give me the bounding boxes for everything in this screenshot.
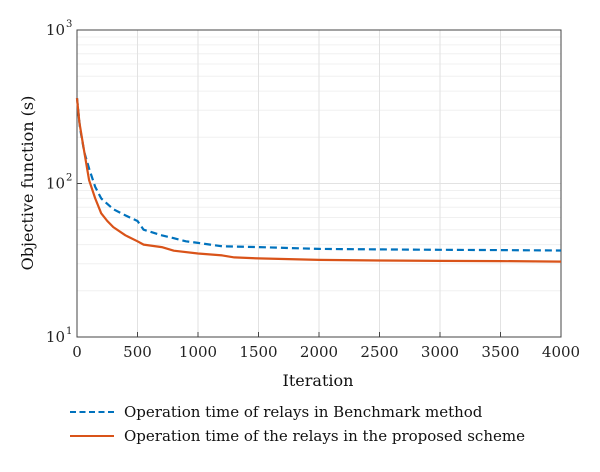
- legend-swatch-benchmark: [70, 411, 114, 413]
- legend-item-proposed: Operation time of the relays in the prop…: [70, 424, 525, 448]
- x-tick-label: 2000: [300, 343, 338, 361]
- x-axis-title: Iteration: [283, 371, 354, 390]
- x-tick-label: 3000: [421, 343, 459, 361]
- y-tick-label: 10: [46, 328, 65, 346]
- legend-item-benchmark: Operation time of relays in Benchmark me…: [70, 400, 525, 424]
- x-tick-label: 3500: [481, 343, 519, 361]
- legend-label-proposed: Operation time of the relays in the prop…: [124, 427, 525, 445]
- series-line-benchmark: [75, 97, 562, 252]
- y-axis-title: Objective function (s): [18, 96, 37, 271]
- x-tick-label: 2500: [360, 343, 398, 361]
- series-line-proposed: [75, 97, 562, 263]
- x-tick-label: 0: [72, 343, 82, 361]
- legend: Operation time of relays in Benchmark me…: [70, 400, 525, 448]
- x-tick-label: 1000: [179, 343, 217, 361]
- y-tick-exponent: 1: [66, 326, 72, 337]
- y-tick-label: 10: [46, 175, 65, 193]
- y-tick-label: 10: [46, 21, 65, 39]
- y-tick-exponent: 3: [66, 19, 72, 30]
- x-tick-label: 1500: [239, 343, 277, 361]
- legend-label-benchmark: Operation time of relays in Benchmark me…: [124, 403, 483, 421]
- legend-swatch-proposed: [70, 435, 114, 437]
- x-tick-label: 500: [123, 343, 152, 361]
- x-tick-label: 4000: [542, 343, 580, 361]
- y-tick-exponent: 2: [66, 173, 72, 184]
